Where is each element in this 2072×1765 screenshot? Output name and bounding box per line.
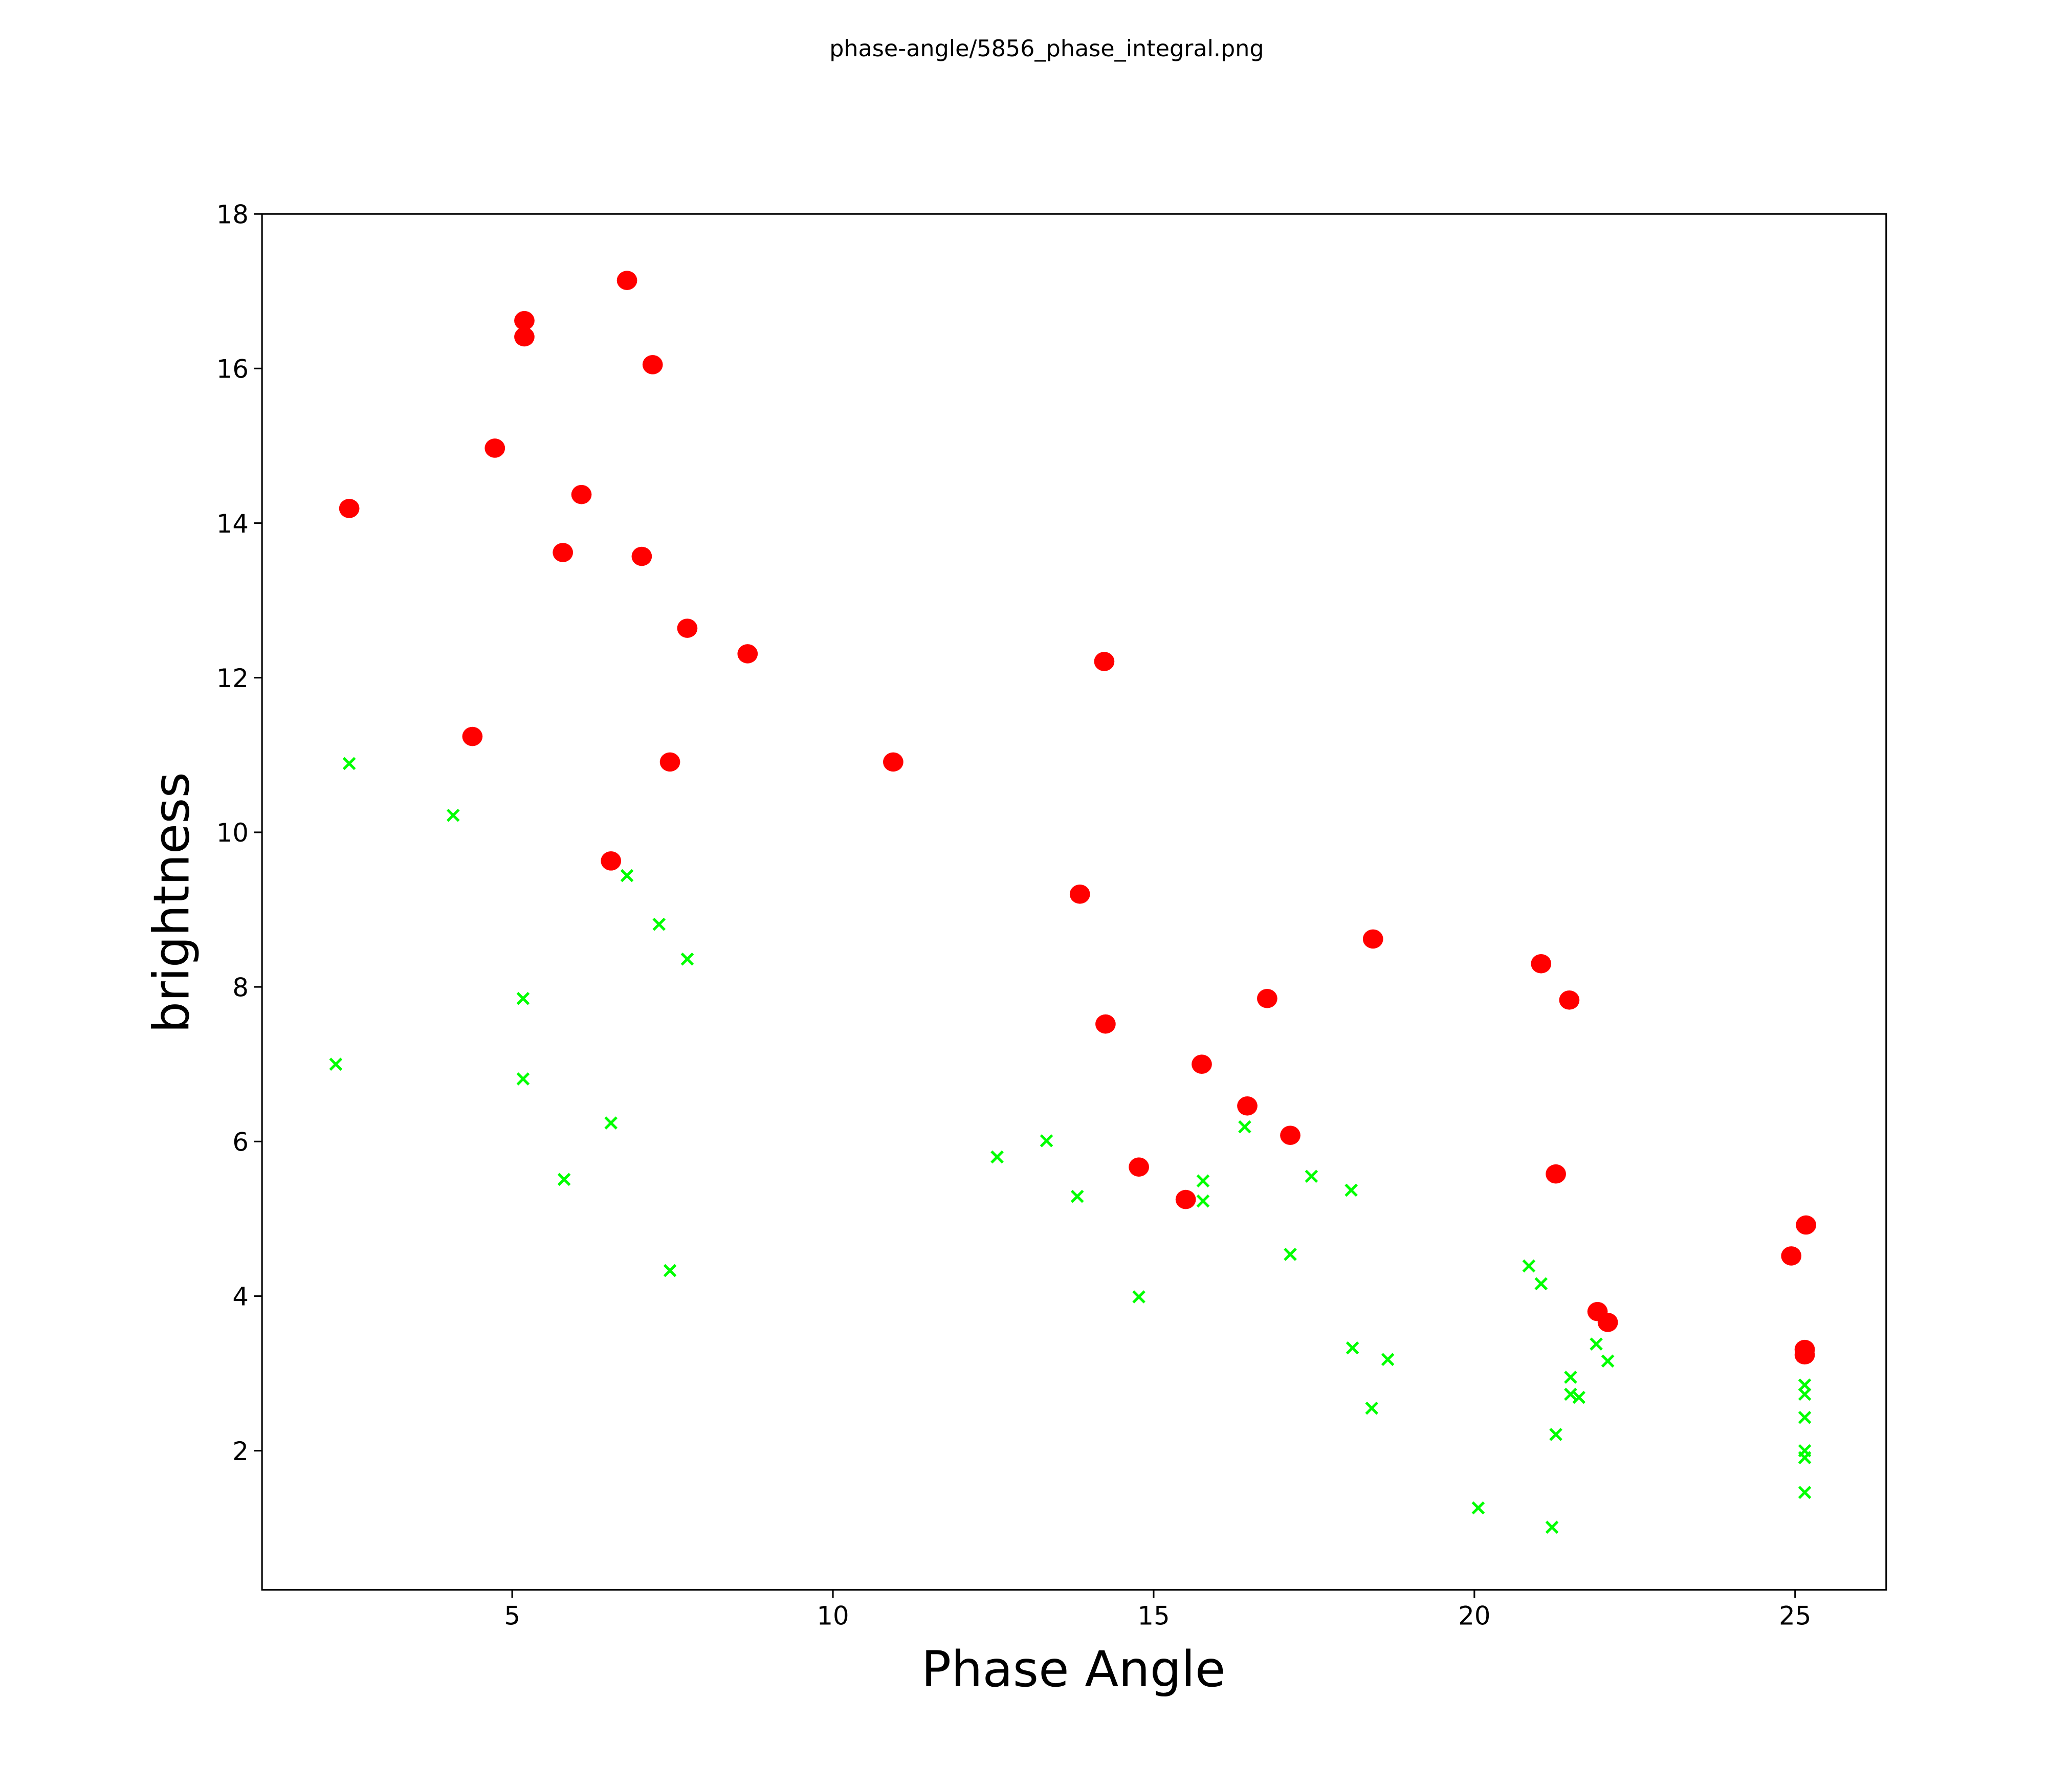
green-cross-point xyxy=(1590,1337,1603,1351)
green-cross-point xyxy=(1346,1341,1359,1355)
green-cross-point xyxy=(652,917,666,931)
x-tick-label: 25 xyxy=(1779,1601,1811,1631)
y-tick-label: 12 xyxy=(216,664,249,693)
x-axis-label: Phase Angle xyxy=(921,1640,1225,1698)
y-tick-label: 4 xyxy=(232,1282,249,1312)
green-cross-point xyxy=(1070,1189,1084,1203)
green-cross-point xyxy=(516,991,530,1005)
x-tick-label: 15 xyxy=(1137,1601,1170,1631)
green-cross-point xyxy=(1196,1194,1210,1208)
green-cross-point xyxy=(1381,1353,1395,1366)
red-circle-point xyxy=(553,543,574,562)
y-axis-label: brightness xyxy=(142,772,200,1033)
red-circle-point xyxy=(514,311,535,330)
green-cross-point xyxy=(1564,1371,1577,1384)
green-cross-point xyxy=(1572,1391,1586,1404)
green-cross-point xyxy=(1549,1428,1562,1441)
green-cross-point xyxy=(446,808,460,822)
red-circle-point xyxy=(1796,1215,1816,1235)
red-circle-point xyxy=(1531,954,1552,974)
red-circle-point xyxy=(1781,1246,1802,1266)
green-cross-point xyxy=(1798,1410,1812,1424)
green-cross-point xyxy=(329,1057,343,1071)
y-tick-label: 8 xyxy=(232,973,249,1002)
plot-frame xyxy=(261,213,1887,1591)
green-cross-point xyxy=(1798,1486,1812,1499)
green-cross-point xyxy=(1545,1520,1559,1534)
y-tick-label: 18 xyxy=(216,200,249,229)
red-circle-point xyxy=(1559,990,1580,1010)
green-cross-point xyxy=(342,757,356,770)
green-cross-point xyxy=(1601,1354,1615,1368)
green-cross-point xyxy=(620,869,634,882)
green-cross-point xyxy=(1196,1174,1210,1188)
green-cross-point xyxy=(604,1116,618,1130)
red-circle-point xyxy=(1546,1164,1566,1184)
red-circle-point xyxy=(1237,1096,1258,1116)
green-cross-point xyxy=(1238,1120,1251,1134)
red-circle-point xyxy=(1794,1345,1815,1365)
red-circle-point xyxy=(1175,1189,1196,1209)
y-tick-label: 14 xyxy=(216,509,249,539)
green-cross-point xyxy=(1534,1277,1548,1291)
axis-ticks: 5 10 15 20 25 2 4 6 8 10 12 14 16 18 xyxy=(216,200,1812,1630)
green-cross-point xyxy=(1564,1387,1577,1401)
red-circle-point xyxy=(1257,988,1277,1008)
red-circle-point xyxy=(659,752,680,772)
green-cross-point xyxy=(1522,1259,1536,1273)
y-tick-label: 10 xyxy=(216,818,249,848)
green-cross-point xyxy=(516,1072,530,1086)
x-tick-label: 10 xyxy=(817,1601,849,1631)
red-circle-point xyxy=(677,619,698,638)
x-tick-label: 5 xyxy=(504,1601,520,1631)
green-cross-point xyxy=(1284,1248,1297,1261)
red-circle-point xyxy=(514,327,535,347)
red-circle-point xyxy=(1192,1054,1212,1074)
red-circle-point xyxy=(1095,1014,1116,1034)
red-circle-point xyxy=(883,752,903,772)
y-tick-label: 6 xyxy=(232,1128,249,1157)
green-cross-point xyxy=(1798,1387,1812,1401)
red-circle-point xyxy=(1094,652,1115,671)
x-tick-label: 20 xyxy=(1458,1601,1490,1631)
red-circle-point xyxy=(737,644,758,664)
y-tick-label: 16 xyxy=(216,355,249,384)
green-cross-point xyxy=(1365,1401,1379,1415)
chart-title: phase-angle/5856_phase_integral.png xyxy=(829,36,1264,62)
red-circle-point xyxy=(1280,1126,1300,1145)
green-cross-point xyxy=(1305,1170,1318,1183)
red-circle-point xyxy=(631,546,652,566)
y-tick-label: 2 xyxy=(232,1437,249,1466)
green-cross-point xyxy=(1132,1290,1145,1304)
red-circle-point xyxy=(1069,884,1090,904)
green-cross-point xyxy=(663,1264,677,1277)
red-circle-point xyxy=(571,484,592,504)
green-cross-point xyxy=(680,952,694,966)
green-cross-point xyxy=(990,1150,1004,1164)
green-cross-point xyxy=(1040,1134,1053,1148)
green-cross-point xyxy=(1344,1183,1358,1197)
red-circle-point xyxy=(462,726,483,746)
green-cross-point xyxy=(557,1173,571,1186)
red-circle-point xyxy=(1129,1157,1149,1177)
red-circle-point xyxy=(642,355,663,374)
red-circle-point xyxy=(616,271,637,290)
red-circle-point xyxy=(601,851,622,871)
red-circle-point xyxy=(484,438,505,458)
red-circle-point xyxy=(1362,929,1383,949)
plot-marks xyxy=(329,271,1816,1534)
green-cross-point xyxy=(1471,1501,1485,1515)
green-cross-point xyxy=(1798,1451,1812,1465)
red-circle-point xyxy=(1597,1313,1618,1332)
red-circle-point xyxy=(339,499,360,518)
